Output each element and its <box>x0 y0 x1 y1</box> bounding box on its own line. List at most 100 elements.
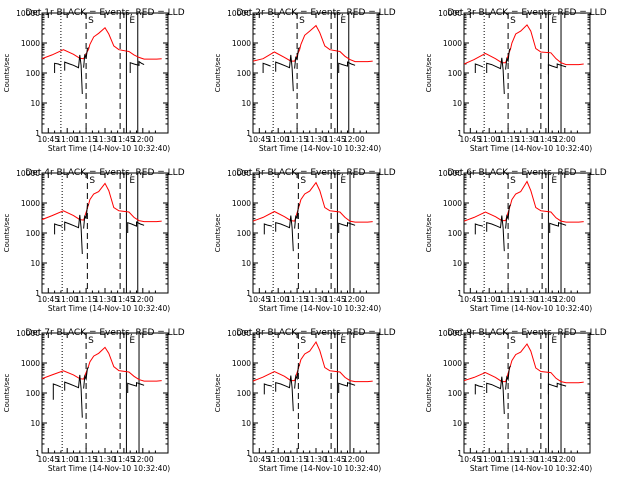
y-tick-label: 10000 <box>16 9 40 18</box>
y-tick-label: 1000 <box>443 199 462 208</box>
x-tick-label: 11:15 <box>497 295 519 304</box>
x-tick-label: 12:00 <box>132 135 154 144</box>
events-series-line <box>338 382 356 393</box>
end-marker-label: E <box>129 176 135 186</box>
events-series-line <box>505 48 511 70</box>
x-tick-label: 11:15 <box>497 135 519 144</box>
x-tick-label: 11:00 <box>56 455 78 464</box>
plot-area <box>464 13 584 133</box>
events-series-line <box>129 60 145 73</box>
events-series-line <box>64 214 83 255</box>
end-marker-label: E <box>551 16 557 26</box>
x-tick-label: 11:15 <box>75 295 97 304</box>
panel-det-9: Det 9r BLACK = Events, RED = LLDCounts/s… <box>425 328 607 473</box>
y-tick-label: 10 <box>30 99 40 108</box>
events-series-line <box>486 376 505 415</box>
y-tick-label: 100 <box>448 389 463 398</box>
x-tick-label: 12:00 <box>554 135 576 144</box>
start-marker-label: S <box>300 176 306 186</box>
y-tick-label: 10 <box>452 99 462 108</box>
events-series-line <box>294 364 300 389</box>
events-series-line <box>52 383 62 400</box>
y-tick-label: 1 <box>35 129 40 138</box>
events-series-line <box>83 47 89 68</box>
x-tick-label: 11:00 <box>267 135 289 144</box>
y-tick-label: 1 <box>457 449 462 458</box>
x-tick-label: 12:00 <box>343 455 365 464</box>
start-marker-label: S <box>88 16 94 26</box>
plot-area <box>253 173 373 293</box>
x-tick-label: 11:15 <box>497 455 519 464</box>
events-series-line <box>486 57 505 95</box>
y-axis-label: Counts/sec <box>425 54 433 93</box>
x-tick-label: 10:45 <box>37 295 59 304</box>
x-axis-label: Start Time (14-Nov-10 10:32:40) <box>259 464 381 473</box>
panel-det-2: Det 2r BLACK = Events, RED = LLDCounts/s… <box>214 8 396 153</box>
panel-det-1: Det 1r BLACK = Events, RED = LLDCounts/s… <box>3 8 185 153</box>
events-series-line <box>474 63 484 73</box>
lld-series-line <box>464 24 584 66</box>
plot-area <box>42 13 162 133</box>
x-tick-label: 11:30 <box>305 455 327 464</box>
x-tick-label: 11:00 <box>56 135 78 144</box>
x-tick-label: 11:45 <box>535 455 557 464</box>
y-tick-label: 1000 <box>232 199 251 208</box>
x-tick-label: 11:45 <box>324 295 346 304</box>
events-series-line <box>338 222 356 233</box>
y-tick-label: 100 <box>237 69 252 78</box>
x-axis-label: Start Time (14-Nov-10 10:32:40) <box>48 304 170 313</box>
x-tick-label: 12:00 <box>554 455 576 464</box>
plot-area <box>253 13 373 133</box>
events-series-line <box>83 204 89 229</box>
events-series-line <box>338 61 356 73</box>
x-tick-label: 10:45 <box>248 455 270 464</box>
plot-frame <box>252 172 380 294</box>
x-tick-label: 10:45 <box>459 135 481 144</box>
y-tick-label: 10 <box>241 259 251 268</box>
x-tick-label: 11:45 <box>324 455 346 464</box>
events-series-line <box>64 374 83 418</box>
events-series-line <box>64 54 83 95</box>
x-tick-label: 10:45 <box>459 455 481 464</box>
lld-series-line <box>42 27 162 60</box>
y-axis-label: Counts/sec <box>214 214 222 253</box>
x-tick-label: 11:15 <box>75 135 97 144</box>
y-axis-label: Counts/sec <box>425 374 433 413</box>
plot-area <box>464 173 584 293</box>
events-series-line <box>263 223 273 235</box>
plot-frame <box>463 12 591 134</box>
y-tick-label: 1000 <box>21 199 40 208</box>
y-tick-label: 100 <box>26 69 41 78</box>
y-tick-label: 100 <box>237 389 252 398</box>
y-tick-label: 10000 <box>438 329 462 338</box>
y-tick-label: 1 <box>246 129 251 138</box>
panel-det-8: Det 8r BLACK = Events, RED = LLDCounts/s… <box>214 328 396 473</box>
y-tick-label: 10 <box>452 419 462 428</box>
plot-frame <box>252 12 380 134</box>
panel-det-6: Det 6r BLACK = Events, RED = LLDCounts/s… <box>425 168 607 313</box>
x-tick-label: 10:45 <box>459 295 481 304</box>
x-tick-label: 11:00 <box>478 135 500 144</box>
lld-series-line <box>464 180 584 223</box>
x-tick-label: 10:45 <box>248 295 270 304</box>
plot-frame <box>41 332 169 454</box>
events-series-line <box>505 204 511 229</box>
start-marker-label: S <box>510 336 516 346</box>
events-series-line <box>263 383 273 395</box>
events-series-line <box>275 375 294 412</box>
plot-area <box>464 333 584 453</box>
y-axis-label: Counts/sec <box>214 374 222 413</box>
y-axis-label: Counts/sec <box>425 214 433 253</box>
y-tick-label: 100 <box>26 389 41 398</box>
y-tick-label: 10 <box>30 419 40 428</box>
plot-area <box>42 173 162 293</box>
y-tick-label: 100 <box>237 229 252 238</box>
x-tick-label: 12:00 <box>343 295 365 304</box>
x-tick-label: 11:30 <box>305 135 327 144</box>
start-marker-label: S <box>88 336 94 346</box>
end-marker-label: E <box>551 176 557 186</box>
events-series-line <box>275 54 294 92</box>
events-series-line <box>549 222 567 233</box>
events-series-line <box>83 366 89 389</box>
x-tick-label: 11:00 <box>267 455 289 464</box>
